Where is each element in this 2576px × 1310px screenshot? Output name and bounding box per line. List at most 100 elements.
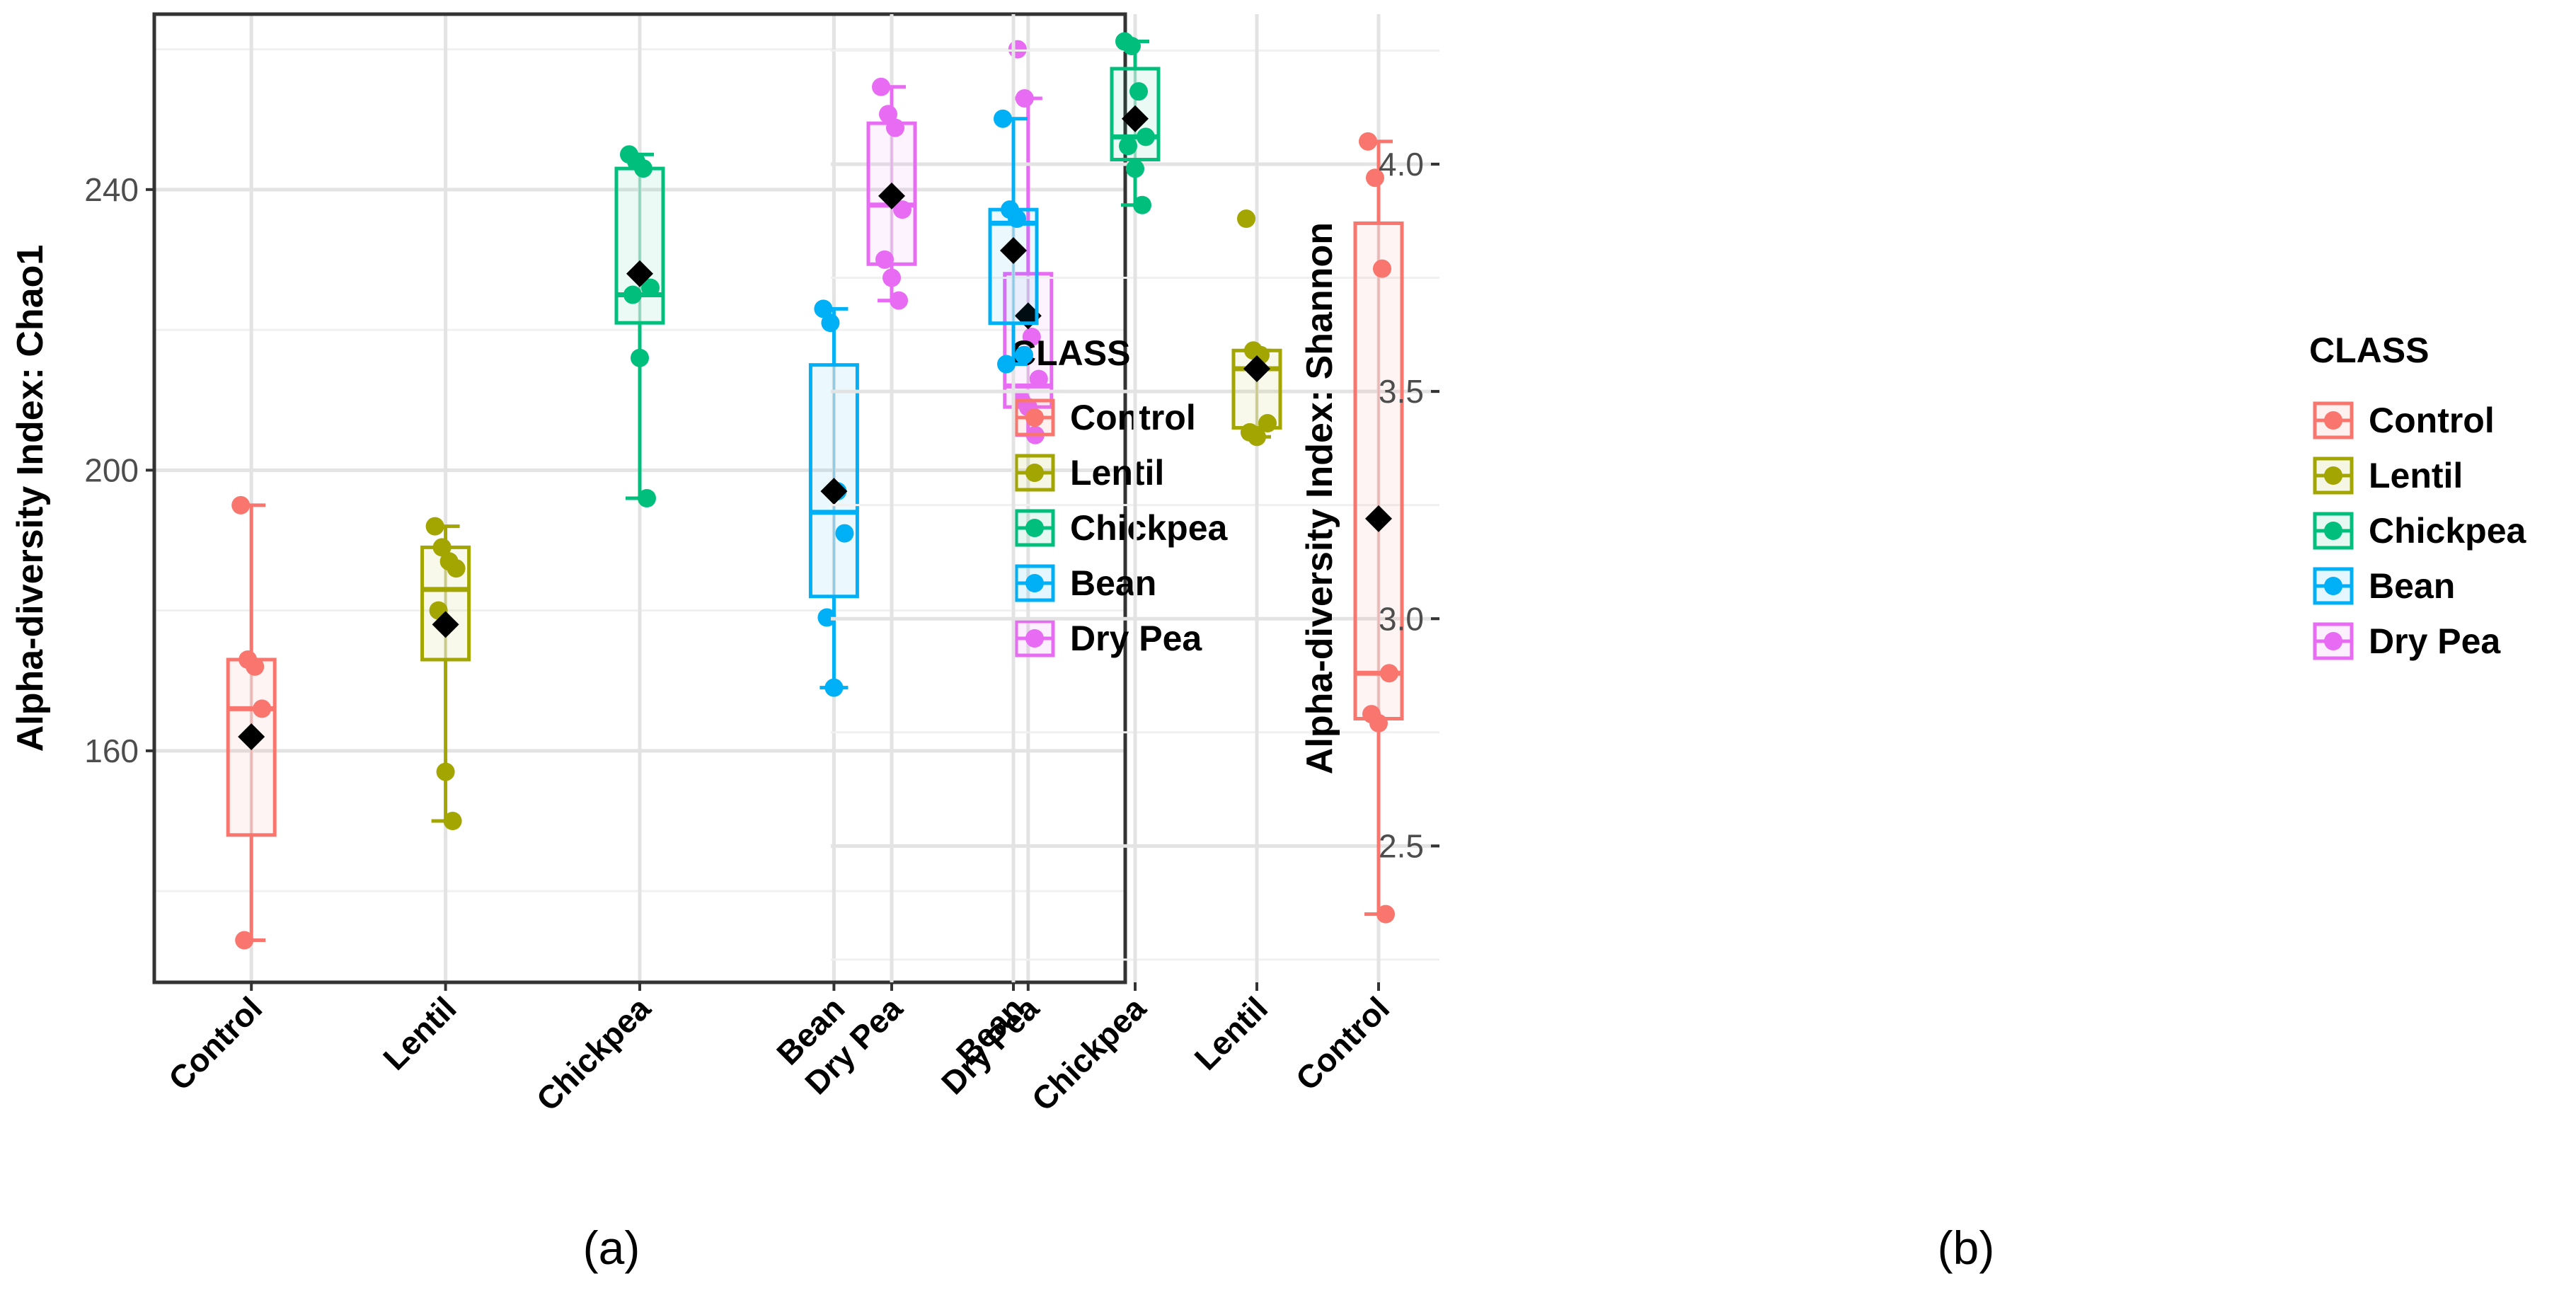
data-point	[997, 355, 1016, 374]
data-point	[893, 200, 912, 219]
data-point	[634, 159, 652, 178]
data-point	[253, 699, 272, 718]
legend-item: Chickpea	[2313, 511, 2527, 551]
data-point	[235, 931, 254, 950]
data-point	[875, 250, 894, 269]
data-point	[1015, 88, 1034, 108]
data-point	[1373, 259, 1391, 278]
box-group-bean	[988, 109, 1039, 374]
panel-label: (b)	[1938, 1222, 1995, 1274]
data-point	[443, 812, 462, 830]
mean-diamond	[1243, 355, 1270, 382]
data-point	[1008, 40, 1027, 59]
data-point	[1237, 209, 1255, 229]
mean-diamond	[238, 723, 265, 751]
data-point	[638, 489, 656, 507]
mean-diamond	[1365, 505, 1392, 532]
y-tick-label: 2.5	[1379, 827, 1424, 864]
mean-diamond	[1122, 105, 1149, 132]
data-point	[1376, 904, 1395, 924]
data-point	[1126, 159, 1144, 178]
legend-key-point	[1025, 519, 1044, 537]
data-point	[1015, 345, 1033, 364]
x-tick-label: Control	[161, 989, 269, 1097]
x-tick-label: Lentil	[1188, 989, 1275, 1077]
data-point	[631, 348, 649, 367]
legend-item: Bean	[2313, 566, 2455, 606]
panel-label: (a)	[583, 1222, 640, 1274]
legend-label: Chickpea	[1070, 508, 1229, 548]
data-point	[623, 285, 642, 304]
legend-key-point	[1025, 629, 1044, 648]
legend-label: Chickpea	[2369, 511, 2527, 551]
legend-key-point	[1025, 464, 1044, 482]
legend-label: Bean	[1070, 563, 1156, 603]
x-tick-label: Chickpea	[529, 989, 658, 1118]
legend-key-point	[1025, 408, 1044, 427]
legend-label: Control	[1070, 398, 1196, 437]
data-point	[447, 559, 466, 578]
data-point	[835, 524, 854, 543]
y-tick-label: 3.5	[1379, 373, 1424, 410]
data-point	[432, 538, 452, 557]
data-point	[824, 678, 844, 697]
legend-item: Control	[1014, 398, 1196, 437]
data-point	[872, 77, 890, 96]
data-point	[890, 291, 908, 310]
legend-item: Chickpea	[1014, 508, 1229, 548]
data-point	[1122, 36, 1141, 55]
data-point	[1359, 132, 1377, 151]
data-point	[1369, 713, 1388, 732]
y-tick-label: 3.0	[1379, 600, 1424, 637]
box-group-bean	[808, 299, 859, 697]
mean-diamond	[626, 260, 653, 287]
y-tick-label: 160	[84, 732, 139, 769]
y-axis-title: Alpha-diversity Index: Chao1	[10, 245, 51, 752]
data-point	[1119, 137, 1137, 156]
box-group-control	[226, 495, 277, 950]
box-group-chickpea	[1110, 32, 1161, 214]
legend-key-point	[2324, 522, 2342, 540]
x-tick-label: Lentil	[376, 989, 464, 1077]
data-point	[1022, 328, 1041, 346]
mean-diamond	[1000, 236, 1027, 264]
data-point	[231, 495, 251, 515]
legend-label: Bean	[2369, 566, 2455, 606]
data-point	[1258, 414, 1277, 433]
y-axis-title: Alpha-diversity Index: Shannon	[1299, 222, 1340, 774]
data-point	[994, 109, 1012, 128]
data-point	[821, 314, 840, 333]
legend-item: Dry Pea	[1014, 619, 1202, 658]
mean-diamond	[878, 182, 905, 209]
box-iqr	[1353, 221, 1404, 720]
data-point	[814, 299, 833, 318]
data-point	[1380, 664, 1398, 683]
data-point	[1008, 209, 1026, 229]
data-point	[817, 608, 836, 627]
legend-item: Lentil	[2313, 456, 2463, 495]
legend-item: Bean	[1014, 563, 1156, 603]
legend-key-point	[2324, 632, 2342, 650]
data-point	[1137, 127, 1155, 146]
data-point	[1133, 195, 1151, 214]
box-group-dry-pea	[866, 77, 917, 310]
data-point	[886, 118, 904, 137]
legend-label: Lentil	[2369, 456, 2463, 495]
legend-key-point	[2324, 466, 2342, 485]
data-point	[1366, 168, 1384, 188]
legend-label: Control	[2369, 401, 2495, 440]
data-point	[436, 762, 455, 781]
box-group-lentil	[420, 517, 471, 830]
data-point	[1129, 82, 1148, 101]
mean-diamond	[820, 478, 848, 505]
box-iqr	[988, 207, 1039, 326]
legend-item: Dry Pea	[2313, 621, 2501, 661]
box-group-chickpea	[614, 145, 665, 507]
mean-diamond	[432, 611, 459, 638]
box-group-control	[1353, 132, 1404, 924]
data-point	[879, 105, 897, 124]
data-point	[425, 517, 444, 536]
data-point	[641, 278, 660, 297]
data-point	[246, 657, 265, 676]
